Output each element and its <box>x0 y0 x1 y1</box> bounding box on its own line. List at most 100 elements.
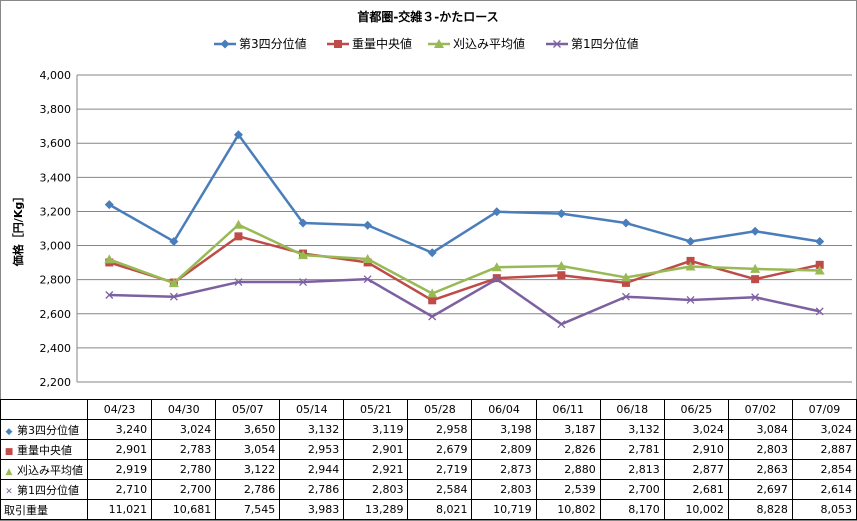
data-label: 2,901 <box>86 439 153 460</box>
x-tick-label: 05/21 <box>343 399 409 420</box>
data-label: 3,198 <box>471 419 537 440</box>
data-point-1 <box>492 207 502 217</box>
data-point-1 <box>104 200 114 210</box>
data-label: 8,170 <box>599 499 665 520</box>
data-label: 3,240 <box>86 419 153 440</box>
data-label: 3,119 <box>343 419 409 440</box>
data-point-1 <box>233 130 243 140</box>
line-chart: 首都圏-交雑３-かたロース 2,200 2,400 2,600 2,800 3,000 3,… <box>11 9 852 389</box>
data-point-2 <box>557 271 566 280</box>
series-line-2 <box>108 235 820 302</box>
data-label: 2,809 <box>471 439 537 460</box>
row-label: ◆ 第3四分位値 <box>0 419 88 440</box>
legend-marker <box>220 39 230 49</box>
data-point-1 <box>686 236 696 246</box>
data-label: 2,781 <box>599 439 665 460</box>
data-point-4 <box>557 320 566 329</box>
data-label: 3,054 <box>215 439 281 460</box>
row-label: ▲ 刈込み平均値 <box>0 459 88 480</box>
data-point-3 <box>556 261 567 271</box>
legend-marker <box>434 39 444 48</box>
data-point-4 <box>234 278 243 287</box>
data-label: 2,700 <box>599 479 665 500</box>
series-line-3 <box>108 223 820 295</box>
data-point-3 <box>491 262 502 272</box>
x-tick-label: 06/25 <box>663 399 729 420</box>
y-tick-label: 3,600 <box>40 137 72 150</box>
data-label: 2,780 <box>151 459 217 480</box>
data-label: 2,539 <box>535 479 601 500</box>
data-point-1 <box>556 209 566 219</box>
data-label: 2,887 <box>791 439 857 460</box>
data-label: 2,826 <box>535 439 601 460</box>
data-point-2 <box>621 278 630 287</box>
data-point-4 <box>363 275 372 284</box>
data-label: 2,783 <box>151 439 217 460</box>
data-point-3 <box>362 254 373 264</box>
data-point-2 <box>234 232 243 241</box>
data-label: 3,024 <box>791 419 857 440</box>
y-tick-label: 3,200 <box>40 205 72 218</box>
data-point-3 <box>427 288 438 298</box>
data-label: 2,877 <box>663 459 729 480</box>
x-tick-label: 06/04 <box>471 399 537 420</box>
data-label: 2,584 <box>407 479 473 500</box>
data-point-4 <box>105 291 114 299</box>
data-point-4 <box>815 307 824 316</box>
data-label: 8,828 <box>727 499 793 520</box>
data-point-3 <box>298 250 309 260</box>
data-label: 3,024 <box>663 419 729 440</box>
data-point-1 <box>363 220 373 230</box>
x-tick-label: 07/02 <box>727 399 793 420</box>
chart-title: 首都圏-交雑３-かたロース <box>357 9 498 24</box>
table-row: ✕ 第1四分位値 2,710 2,700 2,786 2,786 2,803 2,584 2,8… <box>0 479 857 500</box>
data-point-4 <box>169 292 178 301</box>
data-label: 3,132 <box>279 419 345 440</box>
table-row: ▲ 刈込み平均値 2,919 2,780 3,122 2,944 2,921 2,719 2,8… <box>0 459 857 480</box>
data-label: 10,802 <box>535 499 601 520</box>
data-label: 3,187 <box>535 419 601 440</box>
series-line-1 <box>108 133 820 254</box>
data-label: 2,681 <box>663 479 729 500</box>
row-label: ✕ 第1四分位値 <box>0 479 88 500</box>
data-point-1 <box>750 226 760 236</box>
data-label: 2,679 <box>407 439 473 460</box>
series-line-4 <box>109 277 820 326</box>
data-label: 8,021 <box>407 499 473 520</box>
data-label: 10,681 <box>151 499 217 520</box>
y-tick-label: 3,000 <box>40 240 72 253</box>
data-label: 2,944 <box>279 459 345 480</box>
data-point-3 <box>620 272 631 282</box>
y-tick-label: 4,000 <box>40 69 72 82</box>
data-point-1 <box>169 236 179 246</box>
data-point-1 <box>621 218 631 228</box>
table-row: ■ 重量中央値 2,901 2,783 3,054 2,953 2,901 2,679 2,80… <box>0 439 857 460</box>
legend-diamond-icon: ◆ <box>5 426 13 437</box>
y-tick-label: 2,400 <box>40 342 72 355</box>
row-label-text: 第1四分位値 <box>17 483 79 497</box>
y-tick-label: 2,200 <box>40 376 72 389</box>
row-label: ■ 重量中央値 <box>0 439 88 460</box>
data-label: 2,803 <box>727 439 793 460</box>
data-label: 2,873 <box>471 459 537 480</box>
legend-label: 刈込み平均値 <box>453 36 525 51</box>
y-tick-label: 2,600 <box>40 308 72 321</box>
x-tick-label: 06/18 <box>599 399 665 420</box>
table-corner <box>0 399 88 420</box>
data-label: 8,053 <box>791 499 857 520</box>
data-label: 10,719 <box>471 499 537 520</box>
y-tick-label: 3,800 <box>40 103 72 116</box>
legend-label: 第3四分位値 <box>239 36 307 51</box>
table-row: ◆ 第3四分位値 3,240 3,024 3,650 3,132 3,119 2,958 3,1… <box>0 419 857 440</box>
data-label: 2,919 <box>86 459 153 480</box>
data-label: 2,854 <box>791 459 857 480</box>
data-label: 13,289 <box>343 499 409 520</box>
data-label: 2,901 <box>343 439 409 460</box>
data-label: 2,614 <box>791 479 857 500</box>
legend-label: 第1四分位値 <box>571 36 639 51</box>
data-label: 2,958 <box>407 419 473 440</box>
data-point-4 <box>751 293 760 302</box>
data-point-3 <box>233 219 244 229</box>
row-label-text: 刈込み平均値 <box>17 463 83 477</box>
table-header-row: 04/23 04/30 05/07 05/14 05/21 05/28 06/04 06/11… <box>0 399 857 420</box>
